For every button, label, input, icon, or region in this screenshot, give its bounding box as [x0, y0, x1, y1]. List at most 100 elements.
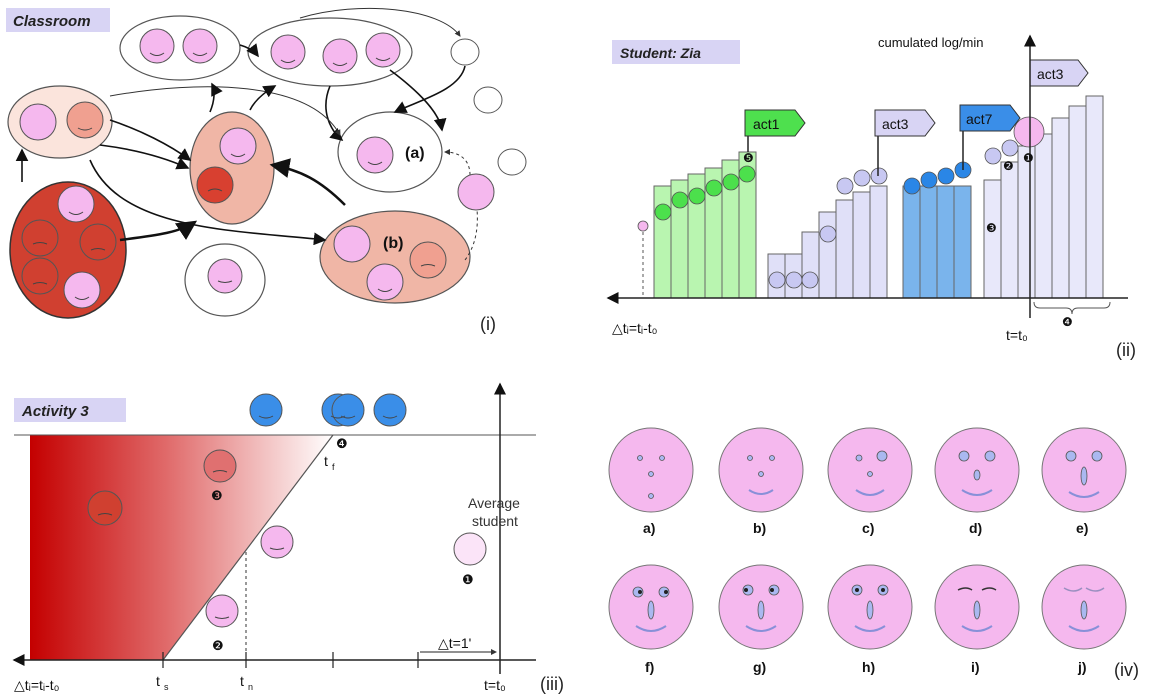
- dot: [870, 167, 888, 185]
- activity-markers: ❶ ❷ ❸ ❹: [211, 436, 474, 653]
- panel-activity: Activity 3 ❶ ❷: [12, 382, 564, 694]
- flag-act3b-label: act3: [1037, 66, 1064, 82]
- dot: [738, 165, 756, 183]
- face: [66, 101, 104, 139]
- flag-act7-label: act7: [966, 111, 993, 127]
- group-top-left: [119, 15, 241, 81]
- bar: [1085, 95, 1104, 299]
- student-title-bg: [612, 40, 740, 64]
- bar: [852, 191, 871, 299]
- label-a: (a): [405, 145, 425, 162]
- face: [21, 257, 59, 295]
- dot: [654, 203, 672, 221]
- face-label-h: h): [862, 659, 875, 675]
- face: [373, 393, 407, 427]
- face: [21, 219, 59, 257]
- bar: [818, 211, 837, 299]
- student-markers: ❶ ❷ ❸ ❹ ❺: [743, 151, 1073, 329]
- face: [87, 490, 123, 526]
- face-a: [608, 427, 694, 513]
- face: [322, 38, 358, 74]
- face-c: [827, 427, 913, 513]
- dot: [785, 271, 803, 289]
- face: [139, 28, 175, 64]
- activity-title: Activity 3: [21, 403, 89, 420]
- student-xleft: △tᵢ=tᵢ-t₀: [612, 320, 658, 336]
- label-tf: t: [324, 453, 328, 469]
- face-label-i: i): [971, 659, 980, 675]
- panel-student: Student: Zia cumulated log/min: [606, 34, 1136, 360]
- face-mouths: [635, 489, 1100, 632]
- face: [205, 594, 239, 628]
- flag-act3-label: act3: [882, 116, 909, 132]
- face: [63, 271, 101, 309]
- face-label-f: f): [645, 659, 654, 675]
- caption-i: (i): [480, 314, 496, 334]
- activity-xleft: △tᵢ=tᵢ-t₀: [14, 677, 60, 693]
- face: [79, 223, 117, 261]
- dot: [768, 271, 786, 289]
- current-face: [1013, 116, 1045, 148]
- bar: [835, 199, 854, 299]
- flag-act1-label: act1: [753, 116, 780, 132]
- face-b: [718, 427, 804, 513]
- face-lids: [957, 587, 1105, 592]
- empty-seat-1: [450, 38, 480, 66]
- student-ylabel: cumulated log/min: [878, 35, 984, 50]
- classroom-title-bg: [6, 8, 110, 32]
- face: [249, 393, 283, 427]
- dot: [722, 173, 740, 191]
- dot: [937, 167, 955, 185]
- label-tn: t: [240, 673, 244, 689]
- flag-act7: [959, 104, 1021, 132]
- activity-faces: [87, 393, 487, 628]
- caption-iii: (iii): [540, 674, 564, 694]
- face: [270, 34, 306, 70]
- classroom-faces: [19, 28, 495, 309]
- face: [409, 241, 447, 279]
- caption-ii: (ii): [1116, 340, 1136, 360]
- dot: [801, 271, 819, 289]
- label-tn-sub: n: [248, 682, 253, 692]
- dot: [984, 147, 1002, 165]
- face-label-d: d): [969, 520, 982, 536]
- dot: [1001, 139, 1019, 157]
- student-xright: t=t₀: [1006, 327, 1028, 343]
- bar: [653, 185, 672, 299]
- dot: [903, 177, 921, 195]
- flag-act3: [874, 109, 936, 137]
- face-label-a: a): [643, 520, 655, 536]
- classroom-arrows: [15, 7, 480, 261]
- bar: [936, 185, 955, 299]
- marker-2: ❷: [212, 638, 224, 653]
- bar: [1034, 133, 1053, 299]
- dot: [671, 191, 689, 209]
- face-label-c: c): [862, 520, 874, 536]
- marker-2: ❷: [1003, 159, 1014, 173]
- activity-ticks: [162, 652, 419, 668]
- student-dots: [637, 116, 1045, 289]
- activity-title-bg: [14, 398, 126, 422]
- face: [457, 173, 495, 211]
- face: [365, 32, 401, 68]
- label-ts: t: [156, 673, 160, 689]
- classroom-title: Classroom: [13, 13, 91, 30]
- bar: [902, 185, 921, 299]
- face-labels: a) b) c) d) e) f) g) h) i) j): [643, 520, 1088, 675]
- empty-seat-3: [497, 148, 527, 176]
- marker-3: ❸: [986, 221, 997, 235]
- student-title: Student: Zia: [620, 45, 701, 61]
- face-label-g: g): [753, 659, 766, 675]
- bar: [869, 185, 888, 299]
- label-ts-sub: s: [164, 682, 169, 692]
- avg-line-1: Average: [468, 495, 520, 511]
- face: [182, 28, 218, 64]
- face: [331, 393, 365, 427]
- face-label-e: e): [1076, 520, 1088, 536]
- activity-xright: t=t₀: [484, 677, 506, 693]
- label-tf-sub: f: [332, 462, 335, 472]
- bar: [1068, 105, 1087, 299]
- activity-delta: △t=1': [438, 635, 471, 651]
- marker-4: ❹: [336, 436, 348, 451]
